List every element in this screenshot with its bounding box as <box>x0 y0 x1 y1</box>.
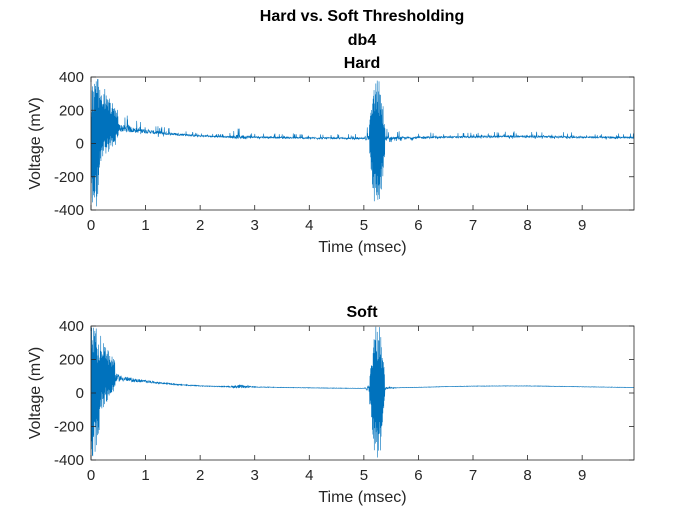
xtick-label: 3 <box>251 217 259 234</box>
xtick-label: 6 <box>414 217 422 234</box>
ytick-label: 200 <box>59 102 84 119</box>
xtick-label: 6 <box>414 467 422 484</box>
ylabel-soft: Voltage (mV) <box>27 347 44 439</box>
series-line-soft <box>91 326 634 458</box>
ytick-label: 0 <box>76 136 84 153</box>
axes-title-soft: Soft <box>346 304 378 321</box>
axes-hard: Hard 0 1 2 3 4 5 6 7 8 9 -400 -200 0 200 400 Time (mse… <box>27 55 635 256</box>
xtick-label: 1 <box>141 467 149 484</box>
ytick-label: -400 <box>54 452 84 469</box>
xtick-label: 3 <box>251 467 259 484</box>
ytick-label: -200 <box>54 419 84 436</box>
figure-subtitle: db4 <box>348 32 377 49</box>
ticks-hard: 0 1 2 3 4 5 6 7 8 9 -400 -200 0 200 400 <box>54 69 634 234</box>
xtick-label: 5 <box>360 467 368 484</box>
xlabel-hard: Time (msec) <box>318 239 406 256</box>
xtick-label: 8 <box>523 467 531 484</box>
ytick-label: 400 <box>59 318 84 335</box>
series-line-hard <box>91 79 634 207</box>
ylabel-hard: Voltage (mV) <box>27 97 44 189</box>
xtick-label: 7 <box>469 217 477 234</box>
xtick-label: 1 <box>141 217 149 234</box>
xtick-label: 4 <box>305 217 313 234</box>
xtick-label: 2 <box>196 217 204 234</box>
axes-frame-hard <box>90 76 635 211</box>
xlabel-soft: Time (msec) <box>318 489 406 506</box>
xtick-label: 9 <box>578 217 586 234</box>
figure-title: Hard vs. Soft Thresholding <box>260 8 464 25</box>
xtick-label: 0 <box>87 217 95 234</box>
xtick-label: 7 <box>469 467 477 484</box>
trace-hard <box>91 79 634 207</box>
axes-title-hard: Hard <box>344 55 380 72</box>
xtick-label: 9 <box>578 467 586 484</box>
axes-soft: Soft 0 1 2 3 4 5 6 7 8 9 -400 -200 0 200 400 Time (mse… <box>27 304 635 506</box>
ytick-label: -200 <box>54 169 84 186</box>
ytick-label: -400 <box>54 202 84 219</box>
ticks-soft: 0 1 2 3 4 5 6 7 8 9 -400 -200 0 200 400 <box>54 318 634 484</box>
xtick-label: 5 <box>360 217 368 234</box>
axes-frame-soft <box>90 325 635 461</box>
ytick-label: 0 <box>76 385 84 402</box>
xtick-label: 8 <box>523 217 531 234</box>
ytick-label: 400 <box>59 69 84 86</box>
xtick-label: 4 <box>305 467 313 484</box>
ytick-label: 200 <box>59 352 84 369</box>
xtick-label: 0 <box>87 467 95 484</box>
trace-soft <box>91 326 634 458</box>
xtick-label: 2 <box>196 467 204 484</box>
